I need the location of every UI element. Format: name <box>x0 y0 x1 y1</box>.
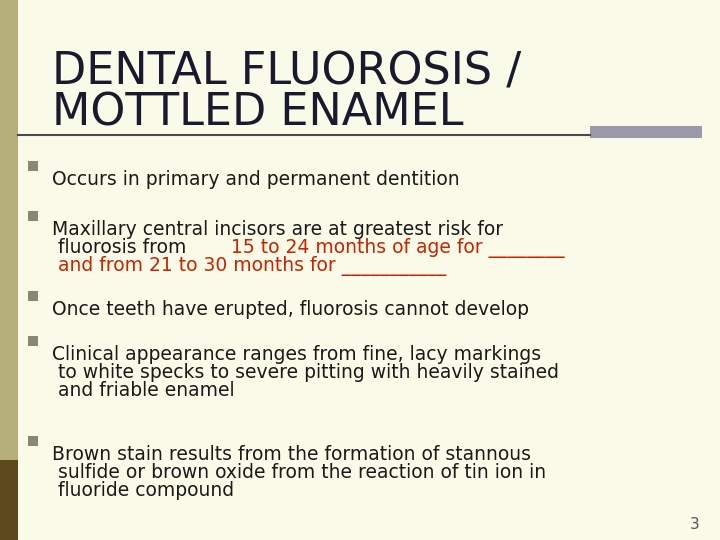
Text: Maxillary central incisors are at greatest risk for: Maxillary central incisors are at greate… <box>52 220 503 239</box>
Bar <box>0 460 18 540</box>
Text: Brown stain results from the formation of stannous: Brown stain results from the formation o… <box>52 445 531 464</box>
Bar <box>0 0 18 540</box>
Text: Clinical appearance ranges from fine, lacy markings: Clinical appearance ranges from fine, la… <box>52 345 541 364</box>
Bar <box>28 336 38 346</box>
Bar <box>28 436 38 446</box>
Text: 15 to 24 months of age for ________: 15 to 24 months of age for ________ <box>231 238 565 258</box>
Text: to white specks to severe pitting with heavily stained: to white specks to severe pitting with h… <box>58 363 559 382</box>
Text: sulfide or brown oxide from the reaction of tin ion in: sulfide or brown oxide from the reaction… <box>58 463 546 482</box>
Text: Occurs in primary and permanent dentition: Occurs in primary and permanent dentitio… <box>52 170 459 189</box>
Bar <box>590 126 702 138</box>
Text: MOTTLED ENAMEL: MOTTLED ENAMEL <box>52 92 464 135</box>
Text: and friable enamel: and friable enamel <box>58 381 235 400</box>
Text: 3: 3 <box>690 517 700 532</box>
Bar <box>28 211 38 221</box>
Text: fluoride compound: fluoride compound <box>58 481 234 500</box>
Text: Once teeth have erupted, fluorosis cannot develop: Once teeth have erupted, fluorosis canno… <box>52 300 529 319</box>
Text: DENTAL FLUOROSIS /: DENTAL FLUOROSIS / <box>52 50 521 93</box>
Bar <box>28 161 38 171</box>
Text: fluorosis from: fluorosis from <box>58 238 192 257</box>
Bar <box>28 291 38 301</box>
Text: and from 21 to 30 months for ___________: and from 21 to 30 months for ___________ <box>58 256 446 276</box>
